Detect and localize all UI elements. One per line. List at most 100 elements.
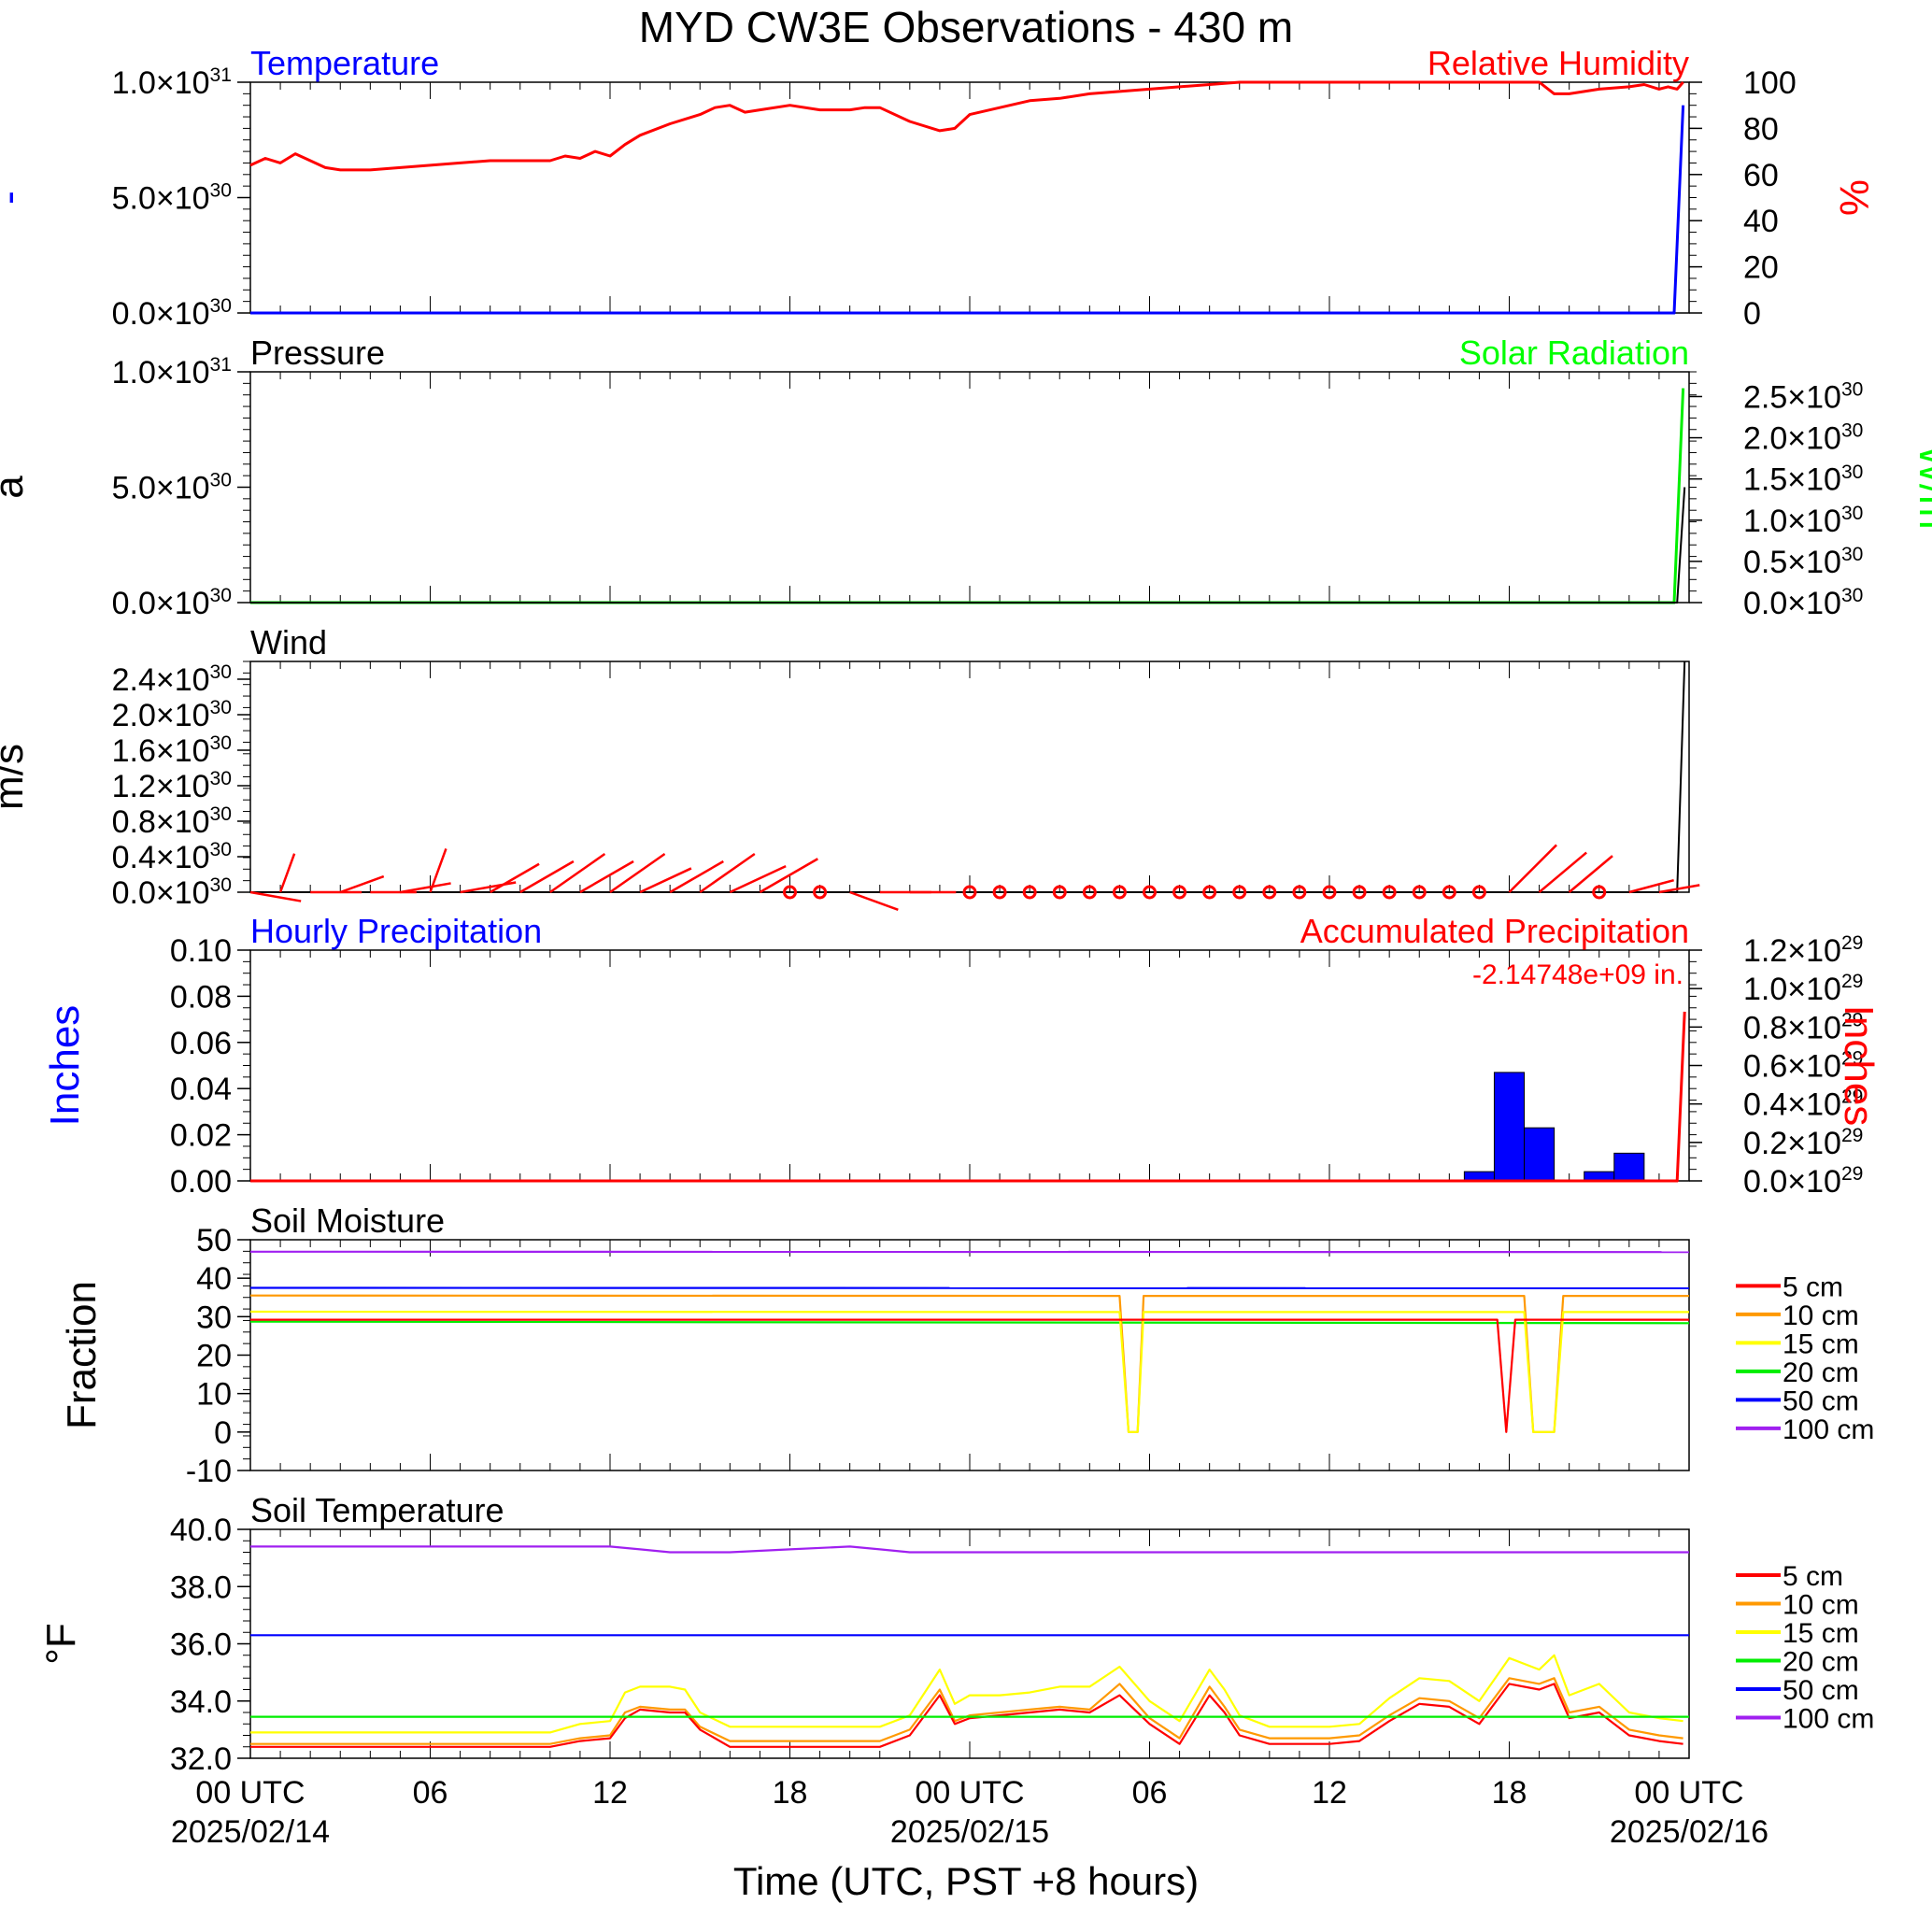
wind-barb bbox=[639, 867, 692, 894]
legend-label: 5 cm bbox=[1783, 1272, 1843, 1302]
y2-tick-label: 0.4×1029 bbox=[1743, 1087, 1863, 1123]
series-wind-speed bbox=[250, 661, 1686, 893]
plot-frame bbox=[249, 371, 1690, 604]
y2-tick-label: 80 bbox=[1743, 111, 1779, 147]
series-relative-humidity bbox=[249, 80, 1684, 172]
panel-title-left: Temperature bbox=[250, 44, 439, 82]
calm-wind-marker bbox=[1112, 885, 1127, 900]
legend-label: 20 cm bbox=[1783, 1357, 1859, 1388]
x-axis-label: Time (UTC, PST +8 hours) bbox=[733, 1859, 1199, 1903]
y-tick-label: 10 bbox=[196, 1377, 232, 1413]
y2-tick-label: 0.8×1029 bbox=[1743, 1009, 1863, 1045]
y-tick-label: 30 bbox=[196, 1300, 232, 1335]
calm-wind-marker bbox=[1143, 885, 1157, 900]
panel-title-left: Soil Temperature bbox=[250, 1491, 504, 1529]
accumulated-annotation: -2.14748e+09 in. bbox=[1472, 959, 1683, 990]
y-tick-label: 5.0×1030 bbox=[112, 470, 232, 506]
y-tick-label: 0 bbox=[214, 1415, 232, 1451]
calm-wind-marker bbox=[813, 885, 828, 900]
plot-frame bbox=[249, 661, 1690, 893]
calm-wind-marker bbox=[1382, 885, 1397, 900]
y-tick-label: 1.6×1030 bbox=[112, 732, 232, 769]
calm-wind-marker bbox=[1172, 885, 1187, 900]
x-tick-label: 12 bbox=[592, 1775, 628, 1811]
calm-wind-marker bbox=[1052, 885, 1067, 900]
x-tick-label: 00 UTC bbox=[1634, 1775, 1743, 1811]
wind-barb bbox=[400, 882, 451, 894]
series-solar-radiation bbox=[250, 388, 1685, 604]
y-tick-label: 32.0 bbox=[170, 1741, 232, 1777]
y2-tick-label: 20 bbox=[1743, 250, 1779, 286]
y-tick-label: 0.08 bbox=[170, 979, 232, 1015]
series-pressure bbox=[250, 487, 1686, 604]
y-tick-label: 0.06 bbox=[170, 1026, 232, 1061]
x-tick-label: 00 UTC bbox=[195, 1775, 305, 1811]
y2-axis-label: % bbox=[1831, 179, 1877, 216]
calm-wind-marker bbox=[1082, 885, 1097, 900]
wind-barb bbox=[609, 852, 666, 894]
y-tick-label: -10 bbox=[186, 1454, 232, 1489]
legend-label: 100 cm bbox=[1783, 1704, 1874, 1735]
y2-tick-label: 2.5×1030 bbox=[1743, 379, 1863, 416]
hourly-precip-bar bbox=[1524, 1127, 1556, 1182]
legend-label: 20 cm bbox=[1783, 1647, 1859, 1678]
y2-axis-label: Inches bbox=[1836, 1005, 1882, 1127]
y2-tick-label: 100 bbox=[1743, 65, 1797, 101]
y-tick-label: 34.0 bbox=[170, 1684, 232, 1720]
y-tick-label: 0.00 bbox=[170, 1164, 232, 1200]
calm-wind-marker bbox=[1592, 885, 1607, 900]
calm-wind-marker bbox=[1412, 885, 1427, 900]
panel-wind: Wind 0.0×10300.4×10300.8×10301.2×10301.6×… bbox=[0, 623, 1700, 911]
y-tick-label: 0.0×1030 bbox=[112, 874, 232, 911]
y-tick-label: 5.0×1030 bbox=[112, 180, 232, 217]
wind-barb bbox=[460, 881, 517, 894]
series-soil-temp-5 bbox=[250, 1545, 1689, 1554]
y2-tick-label: 2.0×1030 bbox=[1743, 420, 1863, 457]
y-tick-label: 40 bbox=[196, 1261, 232, 1297]
wind-barb bbox=[669, 860, 724, 894]
series-soil-moisture-0 bbox=[250, 1318, 1689, 1433]
y2-tick-label: 0.2×1029 bbox=[1743, 1125, 1863, 1161]
y-tick-label: 1.0×1031 bbox=[112, 354, 232, 391]
legend-label: 5 cm bbox=[1783, 1561, 1843, 1592]
calm-wind-marker bbox=[962, 885, 977, 900]
series-temperature bbox=[250, 105, 1685, 315]
plot-frame bbox=[249, 1528, 1690, 1759]
wind-barb bbox=[849, 890, 899, 911]
panel-title-left: Pressure bbox=[250, 334, 385, 372]
x-tick-label: 00 UTC bbox=[915, 1775, 1024, 1811]
series-soil-temp-2 bbox=[250, 1654, 1683, 1734]
y2-tick-label: 0.0×1029 bbox=[1743, 1163, 1863, 1200]
calm-wind-marker bbox=[1471, 885, 1486, 900]
x-tick-label: 18 bbox=[1492, 1775, 1527, 1811]
legend-label: 10 cm bbox=[1783, 1300, 1859, 1331]
wind-barb bbox=[519, 860, 575, 894]
calm-wind-marker bbox=[1022, 885, 1037, 900]
wind-barb bbox=[1568, 855, 1613, 893]
wind-barb bbox=[699, 852, 756, 894]
y-tick-label: 20 bbox=[196, 1339, 232, 1374]
legend-label: 15 cm bbox=[1783, 1328, 1859, 1359]
panel-precipitation: Hourly Precipitation Accumulated Precipit… bbox=[42, 912, 1882, 1200]
x-tick-date: 2025/02/16 bbox=[1610, 1814, 1769, 1850]
calm-wind-marker bbox=[1442, 885, 1456, 900]
y-tick-label: 38.0 bbox=[170, 1570, 232, 1605]
y-tick-label: 2.0×1030 bbox=[112, 697, 232, 733]
y-tick-label: 0.4×1030 bbox=[112, 839, 232, 875]
y2-tick-label: 0.6×1029 bbox=[1743, 1048, 1863, 1085]
y2-tick-label: 0 bbox=[1743, 296, 1761, 332]
calm-wind-marker bbox=[1202, 885, 1217, 900]
y2-axis-label: W/m bbox=[1911, 445, 1932, 529]
y-axis-label: Fraction bbox=[59, 1281, 105, 1429]
calm-wind-marker bbox=[1352, 885, 1367, 900]
x-tick-label: 06 bbox=[413, 1775, 448, 1811]
panel-title-right: Relative Humidity bbox=[1428, 44, 1689, 82]
y2-tick-label: 60 bbox=[1743, 158, 1779, 193]
legend-label: 10 cm bbox=[1783, 1590, 1859, 1621]
hourly-precip-bar bbox=[1493, 1072, 1526, 1182]
series-soil-moisture-2 bbox=[249, 1310, 1689, 1433]
legend-label: 100 cm bbox=[1783, 1414, 1874, 1445]
y-tick-label: 0.8×1030 bbox=[112, 803, 232, 840]
